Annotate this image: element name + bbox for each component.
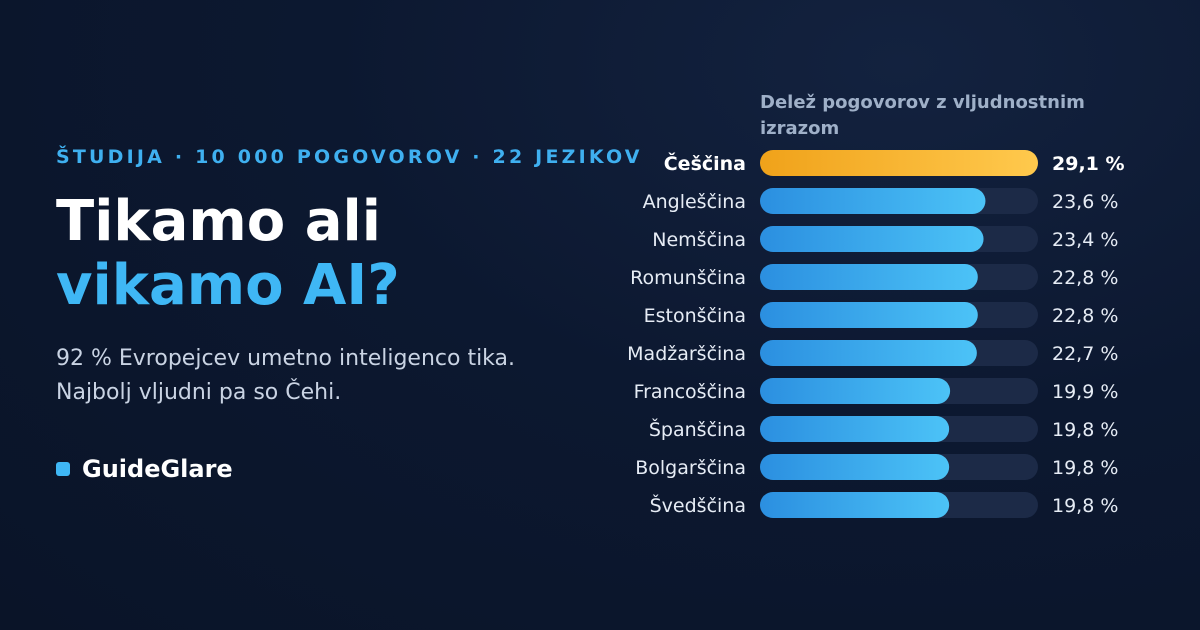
- value-label: 22,7 %: [1052, 343, 1118, 365]
- value-label: 29,1 %: [1052, 153, 1125, 175]
- bar: [760, 416, 950, 442]
- value-label: 19,8 %: [1052, 495, 1118, 517]
- study-eyebrow: ŠTUDIJA · 10 000 POGOVOROV · 22 JEZIKOV: [56, 146, 643, 168]
- bar: [760, 302, 978, 328]
- bar: [760, 340, 977, 366]
- category-label: Francoščina: [634, 381, 746, 403]
- category-label: Romunščina: [630, 267, 746, 289]
- bar: [760, 492, 950, 518]
- bar: [760, 264, 978, 290]
- category-label: Angleščina: [643, 191, 746, 213]
- value-label: 23,4 %: [1052, 229, 1118, 251]
- title-line-2: vikamo AI?: [56, 253, 400, 318]
- category-label: Nemščina: [652, 229, 746, 251]
- bar: [760, 188, 986, 214]
- bar: [760, 454, 950, 480]
- category-label: Bolgarščina: [635, 457, 746, 479]
- brand: GuideGlare: [56, 455, 233, 483]
- bar: [760, 378, 951, 404]
- bar: [760, 226, 984, 252]
- value-label: 22,8 %: [1052, 267, 1118, 289]
- category-label: Madžarščina: [627, 343, 746, 365]
- category-label: Češčina: [664, 151, 746, 175]
- value-label: 22,8 %: [1052, 305, 1118, 327]
- value-label: 19,9 %: [1052, 381, 1118, 403]
- brand-square-icon: [56, 462, 70, 476]
- title-line-1: Tikamo ali: [56, 189, 381, 254]
- bar: [760, 150, 1038, 176]
- chart-title: Delež pogovorov z vljudnostnim izrazom: [760, 92, 1085, 139]
- category-label: Švedščina: [650, 493, 746, 517]
- brand-name: GuideGlare: [82, 455, 233, 483]
- category-label: Estonščina: [644, 305, 746, 327]
- category-label: Španščina: [649, 417, 746, 441]
- page-title: Tikamo ali vikamo AI?: [56, 190, 400, 318]
- value-label: 19,8 %: [1052, 419, 1118, 441]
- value-label: 19,8 %: [1052, 457, 1118, 479]
- value-label: 23,6 %: [1052, 191, 1118, 213]
- subtitle: 92 % Evropejcev umetno inteligenco tika.…: [56, 346, 516, 405]
- bar-chart: Češčina 29,1 % Angleščina 23,6 % Nemščina 23,…: [627, 150, 1125, 518]
